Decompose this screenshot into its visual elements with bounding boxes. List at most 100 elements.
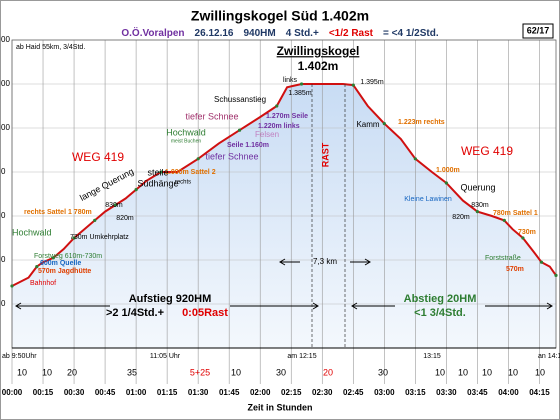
annotation: rechts Sattel 1 780m bbox=[24, 209, 92, 216]
y-tick-label: 0 bbox=[1, 299, 6, 308]
x-tick-label: 01:30 bbox=[188, 388, 209, 397]
annotation: links bbox=[283, 77, 298, 84]
waypoint bbox=[51, 256, 55, 260]
duration: 10 bbox=[435, 367, 445, 377]
waypoint bbox=[382, 122, 386, 126]
annotation: 11:05 Uhr bbox=[150, 353, 181, 360]
annotation: Zwillingskogel bbox=[277, 44, 360, 58]
annotation: an 14:1 bbox=[538, 353, 560, 360]
arrow-head bbox=[351, 302, 358, 310]
x-tick-label: 03:15 bbox=[405, 388, 426, 397]
annotation: 1.395m bbox=[360, 79, 384, 86]
x-tick-label: 02:30 bbox=[312, 388, 333, 397]
waypoint bbox=[475, 210, 479, 214]
annotation: 830m bbox=[105, 202, 123, 209]
chart-title: Zwillingskogel Süd 1.402m bbox=[191, 8, 369, 24]
annotation: <1 3/4Std. bbox=[414, 307, 466, 319]
x-tick-label: 00:30 bbox=[64, 388, 85, 397]
annotation: Bahnhof bbox=[30, 280, 56, 287]
y-tick-label: 00 bbox=[1, 123, 10, 132]
subtitle-part: O.Ö.Voralpen bbox=[121, 26, 184, 39]
annotation: 830m bbox=[471, 202, 489, 209]
annotation: 570m bbox=[506, 266, 524, 273]
annotation: Querung bbox=[460, 182, 495, 192]
duration: 30 bbox=[276, 367, 286, 377]
duration: 20 bbox=[67, 367, 77, 377]
x-tick-label: 02:00 bbox=[250, 388, 271, 397]
waypoint bbox=[351, 83, 355, 87]
x-tick-label: 02:45 bbox=[343, 388, 364, 397]
annotation: ab 9:50Uhr bbox=[2, 353, 37, 360]
subtitle-part: <1/2 Rast bbox=[329, 28, 374, 39]
annotation: 7,3 km bbox=[313, 257, 337, 266]
waypoint bbox=[134, 188, 138, 192]
waypoint bbox=[93, 218, 97, 222]
annotation: >2 1/4Std.+ bbox=[106, 307, 164, 319]
duration: 30 bbox=[378, 367, 388, 377]
duration: 10 bbox=[508, 367, 518, 377]
waypoint bbox=[10, 284, 14, 288]
annotation: Aufstieg 920HM bbox=[129, 293, 212, 305]
annotation: 730m Umkehrplatz bbox=[70, 234, 129, 241]
annotation: 1.220m links bbox=[258, 123, 300, 130]
subtitle-part: 26.12.16 bbox=[195, 28, 234, 39]
annotation: Forststraße bbox=[485, 255, 521, 262]
x-tick-label: 02:15 bbox=[281, 388, 302, 397]
duration: 35 bbox=[127, 367, 137, 377]
x-tick-label: 03:00 bbox=[374, 388, 395, 397]
annotation: 820m bbox=[452, 214, 470, 221]
annotation: RAST bbox=[320, 142, 330, 167]
annotation: am 12:15 bbox=[287, 353, 316, 360]
waypoint bbox=[159, 170, 163, 174]
annotation: 0:05Rast bbox=[182, 307, 228, 319]
annotation: Kamm bbox=[356, 120, 379, 129]
x-tick-label: 00:15 bbox=[33, 388, 54, 397]
duration: 10 bbox=[535, 367, 545, 377]
annotation: Südhänge bbox=[137, 178, 178, 188]
annotation: WEG 419 bbox=[72, 150, 124, 164]
annotation: Abstieg 20HM bbox=[404, 293, 477, 305]
waypoint bbox=[554, 273, 558, 277]
annotation: tiefer Schnee bbox=[205, 151, 258, 161]
y-tick-label: 00 bbox=[1, 35, 10, 44]
duration: 10 bbox=[482, 367, 492, 377]
x-axis-label: Zeit in Stunden bbox=[248, 402, 313, 412]
waypoint bbox=[413, 157, 417, 161]
annotation: Felsen bbox=[255, 130, 279, 139]
annotation: 780m Sattel 1 bbox=[493, 210, 538, 217]
x-tick-label: 03:30 bbox=[436, 388, 457, 397]
x-tick-label: 01:15 bbox=[157, 388, 178, 397]
arrow-head bbox=[364, 258, 371, 266]
duration: 10 bbox=[17, 367, 27, 377]
annotation: meist Buchen bbox=[171, 138, 202, 144]
annotation: 1.385m bbox=[288, 90, 312, 97]
annotation: rechts bbox=[175, 180, 191, 186]
annotation: 1.223m rechts bbox=[398, 119, 445, 126]
annotation: 1.270m Seile bbox=[266, 113, 308, 120]
sheet-box bbox=[522, 23, 554, 39]
x-tick-label: 00:00 bbox=[2, 388, 23, 397]
waypoint bbox=[113, 203, 118, 207]
annotation: ab Haid 55km, 3/4Std. bbox=[16, 44, 85, 51]
annotation: 820m bbox=[116, 215, 134, 222]
duration: 10 bbox=[42, 367, 52, 377]
x-tick-label: 01:45 bbox=[219, 388, 240, 397]
y-tick-label: 00 bbox=[1, 79, 10, 88]
waypoint bbox=[299, 82, 304, 86]
annotation: 1.000m Sattel 2 bbox=[165, 169, 216, 176]
x-tick-label: 01:00 bbox=[126, 388, 147, 397]
waypoint bbox=[35, 265, 39, 269]
duration: 10 bbox=[231, 367, 241, 377]
waypoint bbox=[72, 236, 76, 240]
arrow-head bbox=[546, 302, 553, 310]
annotation: 730m bbox=[518, 229, 536, 236]
subtitle-part: = <4 1/2Std. bbox=[383, 28, 439, 39]
arrow-head bbox=[15, 302, 22, 310]
subtitle-part: 4 Std.+ bbox=[286, 28, 319, 39]
annotation: 600m Quelle bbox=[40, 260, 81, 267]
annotation: 1.000m bbox=[436, 167, 460, 174]
y-tick-label: 0 bbox=[1, 255, 6, 264]
annotation: Schussanstieg bbox=[214, 95, 266, 104]
annotation: WEG 419 bbox=[461, 144, 513, 158]
